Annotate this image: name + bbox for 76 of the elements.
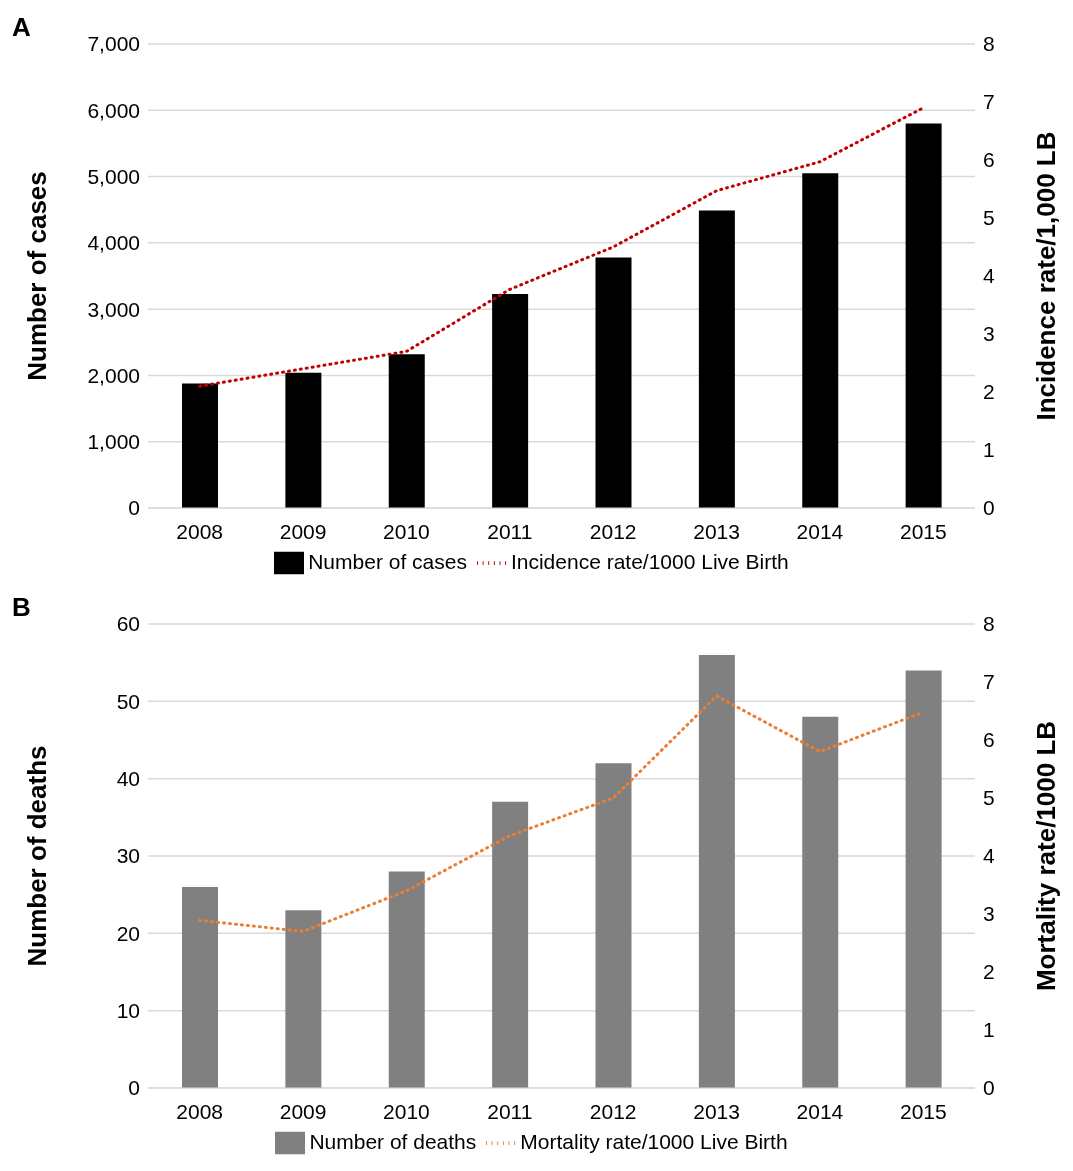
y-tick-label: 20 [116, 921, 140, 945]
y-tick-label: 0 [128, 496, 140, 520]
x-tick-label: 2011 [487, 1099, 533, 1123]
y-axis-title: Number of deaths [22, 745, 53, 967]
y-tick-label: 4,000 [87, 231, 140, 255]
bar [388, 354, 425, 508]
x-tick-label: 2012 [589, 1099, 637, 1123]
y2-axis-title: Incidence rate/1,000 LB [1031, 131, 1062, 421]
y-tick-label: 40 [116, 767, 140, 791]
y2-tick-label: 5 [983, 206, 995, 230]
y2-tick-label: 2 [983, 960, 995, 984]
x-tick-label: 2008 [176, 1099, 224, 1123]
y2-axis-title: Mortality rate/1000 LB [1031, 720, 1062, 992]
x-tick-label: 2010 [383, 519, 430, 543]
y2-tick-label: 5 [983, 786, 995, 810]
bar [285, 910, 322, 1088]
chart-title: B [12, 592, 31, 623]
bar [698, 654, 735, 1088]
x-tick-label: 2012 [589, 519, 637, 543]
y2-tick-label: 0 [983, 1076, 995, 1100]
x-tick-label: 2014 [796, 1099, 844, 1123]
bar [698, 210, 735, 508]
y-tick-label: 30 [116, 844, 140, 868]
y-tick-label: 1,000 [87, 430, 140, 454]
bar [802, 173, 839, 508]
y-tick-label: 0 [128, 1076, 140, 1100]
x-tick-label: 2009 [279, 1099, 327, 1123]
y2-tick-label: 4 [983, 844, 995, 868]
y-tick-label: 7,000 [87, 32, 140, 56]
x-tick-label: 2015 [899, 1099, 947, 1123]
y2-tick-label: 0 [983, 496, 995, 520]
y2-tick-label: 7 [983, 670, 995, 694]
y-tick-label: 50 [116, 689, 140, 713]
y2-tick-label: 4 [983, 264, 995, 288]
bar [182, 886, 218, 1088]
bar [595, 257, 632, 508]
x-tick-label: 2013 [693, 1099, 740, 1123]
y-tick-label: 3,000 [87, 297, 140, 321]
y2-tick-label: 1 [983, 438, 995, 462]
y-tick-label: 5,000 [87, 165, 140, 189]
y2-tick-label: 3 [983, 322, 995, 346]
legend-label: Incidence rate/1000 Live Birth [510, 549, 789, 573]
legend-label: Number of cases [308, 549, 467, 573]
bar [492, 801, 529, 1088]
x-tick-label: 2010 [383, 1099, 430, 1123]
y2-tick-label: 3 [983, 902, 995, 926]
y2-tick-label: 6 [983, 728, 995, 752]
line-series [198, 106, 925, 388]
bar [388, 871, 425, 1088]
x-tick-label: 2014 [796, 519, 844, 543]
x-tick-label: 2008 [176, 519, 224, 543]
y2-tick-label: 6 [983, 148, 995, 172]
chart-title: A [12, 12, 31, 43]
y2-tick-label: 8 [983, 32, 995, 56]
x-tick-label: 2013 [693, 519, 740, 543]
y-axis-title: Number of cases [22, 171, 53, 381]
legend-label: Number of deaths [309, 1129, 477, 1153]
bar [802, 716, 839, 1088]
y2-tick-label: 8 [983, 612, 995, 636]
y2-tick-label: 2 [983, 380, 995, 404]
bar [905, 670, 942, 1088]
y2-tick-label: 1 [983, 1018, 995, 1042]
y-tick-label: 10 [116, 999, 140, 1023]
bar [595, 763, 632, 1088]
y-tick-label: 6,000 [87, 98, 140, 122]
y-tick-label: 2,000 [87, 363, 140, 387]
x-tick-label: 2009 [279, 519, 327, 543]
bar [285, 372, 322, 508]
bar [492, 293, 529, 508]
bar [182, 383, 218, 508]
x-tick-label: 2011 [487, 519, 533, 543]
bar [905, 123, 942, 508]
legend-label: Mortality rate/1000 Live Birth [520, 1129, 788, 1153]
y2-tick-label: 7 [983, 90, 995, 114]
x-tick-label: 2015 [899, 519, 947, 543]
y-tick-label: 60 [116, 612, 140, 636]
